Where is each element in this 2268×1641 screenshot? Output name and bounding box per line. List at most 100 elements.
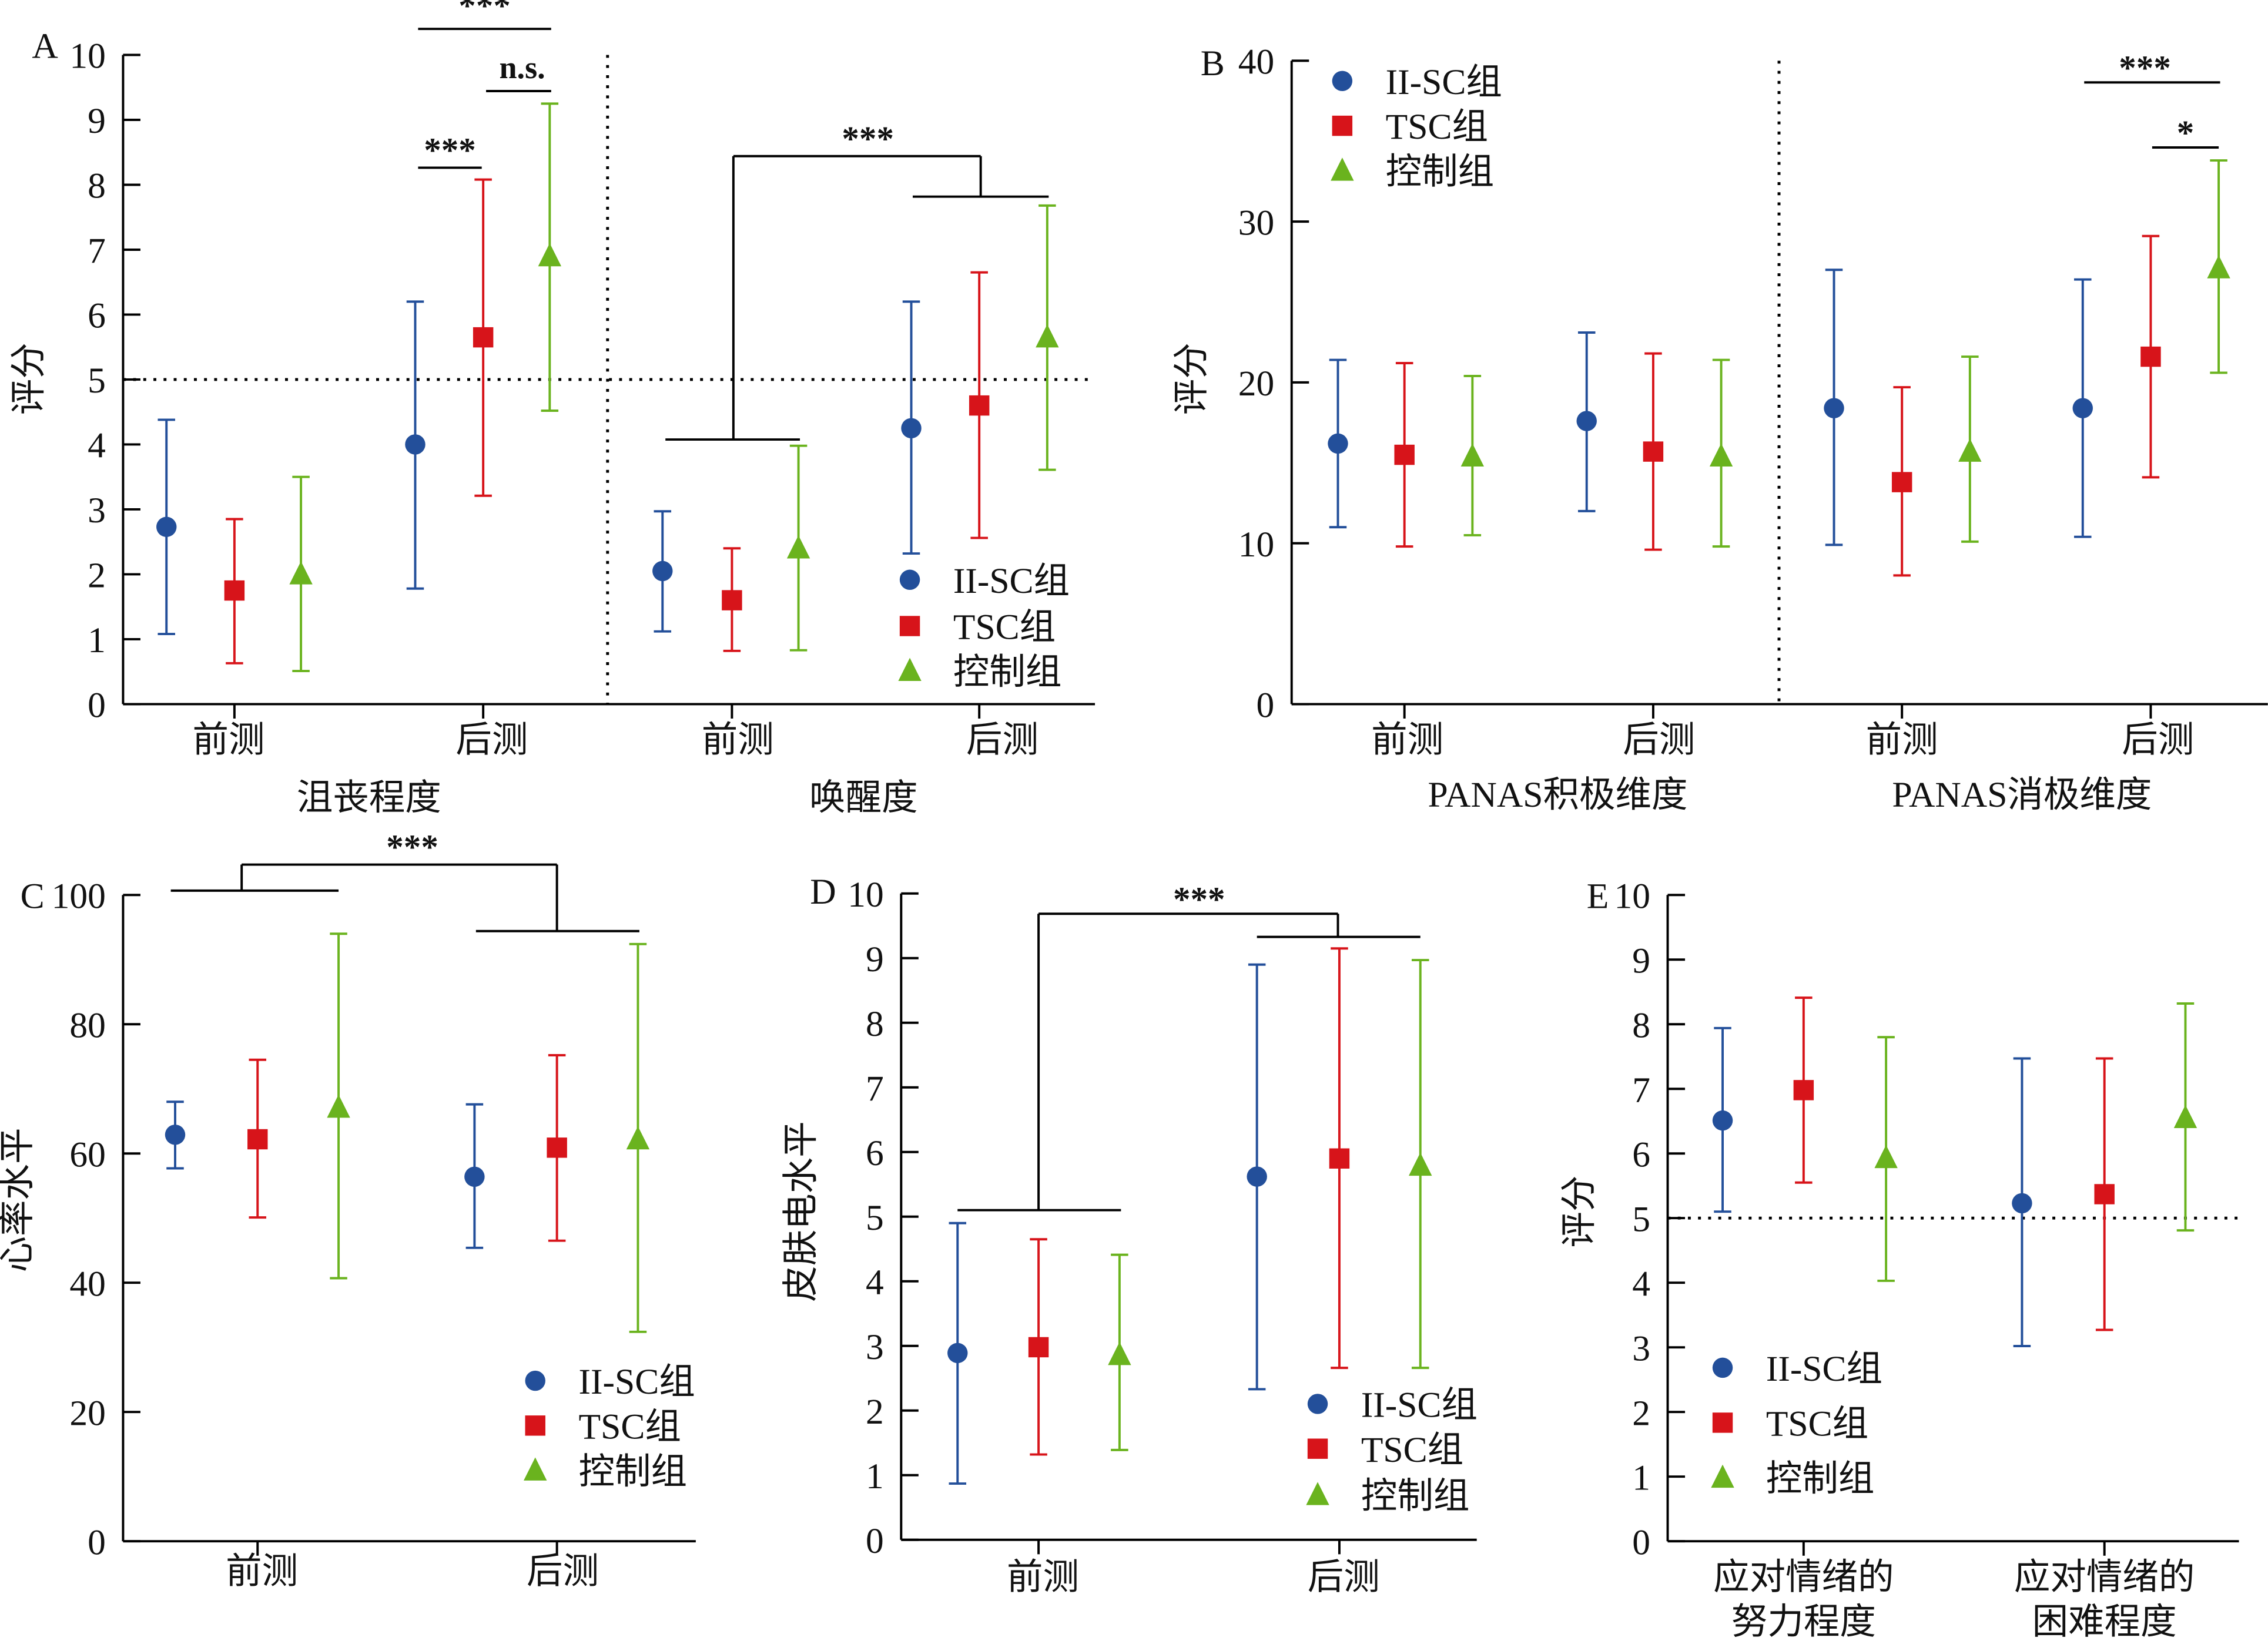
- y-tick-label: 7: [866, 1069, 884, 1109]
- legend-label: II-SC组: [1386, 62, 1502, 102]
- mean-circle-marker: [464, 1166, 485, 1187]
- legend-triangle-marker: [1306, 1482, 1329, 1505]
- error-bar-point: [405, 300, 426, 590]
- x-tick-label: 前测: [1866, 720, 1938, 760]
- legend-circle-marker: [899, 569, 920, 590]
- error-bar-point: [652, 510, 673, 633]
- group-label: PANAS消极维度: [1892, 775, 2152, 815]
- mean-square-marker: [1028, 1337, 1049, 1358]
- legend-label: 控制组: [953, 652, 1062, 692]
- significance-annotation: n.s.: [486, 50, 551, 92]
- significance-label: ***: [1173, 880, 1225, 918]
- mean-square-marker: [547, 1137, 567, 1158]
- legend-circle-marker: [1307, 1394, 1328, 1414]
- series-1: [224, 178, 990, 665]
- mean-triangle-marker: [1409, 1152, 1432, 1176]
- group-label: 唤醒度: [809, 778, 918, 818]
- series-1: [1028, 947, 1350, 1456]
- y-tick-label: 4: [88, 426, 106, 466]
- y-axis-label: 评分: [1559, 1176, 1599, 1248]
- mean-circle-marker: [901, 418, 922, 439]
- error-bar-point: [947, 1221, 968, 1485]
- y-tick-label: 0: [88, 686, 106, 726]
- significance-label: n.s.: [499, 50, 545, 85]
- series-2: [289, 102, 1059, 673]
- group-label: 沮丧程度: [297, 778, 441, 818]
- error-bar-point: [473, 178, 494, 497]
- error-bar-point: [1028, 1238, 1049, 1456]
- mean-circle-marker: [165, 1125, 186, 1145]
- mean-circle-marker: [156, 516, 177, 537]
- error-bar-point: [2207, 159, 2230, 374]
- mean-triangle-marker: [1108, 1342, 1131, 1365]
- y-tick-label: 8: [1632, 1005, 1650, 1045]
- mean-square-marker: [473, 327, 494, 348]
- y-axis-label: 皮肤电水平: [781, 1121, 821, 1302]
- error-bar-point: [1329, 947, 1350, 1370]
- significance-label: ***: [842, 119, 894, 158]
- legend-circle-marker: [1712, 1357, 1733, 1378]
- y-tick-label: 2: [1632, 1393, 1650, 1433]
- x-tick-label: 应对情绪的: [1713, 1557, 1894, 1597]
- mean-triangle-marker: [2207, 255, 2230, 278]
- significance-annotation: ***: [418, 131, 482, 170]
- legend-item: 控制组: [898, 652, 1061, 692]
- y-tick-label: 2: [88, 556, 106, 596]
- error-bar-point: [156, 418, 177, 636]
- y-tick-label: 4: [1632, 1264, 1650, 1304]
- x-tick-label: 前测: [1371, 720, 1443, 760]
- error-bar-point: [2140, 234, 2161, 479]
- legend-label: TSC组: [1766, 1404, 1868, 1444]
- mean-circle-marker: [1824, 398, 1844, 418]
- mean-triangle-marker: [1958, 438, 1982, 462]
- mean-square-marker: [969, 395, 990, 416]
- mean-triangle-marker: [1460, 443, 1485, 467]
- y-tick-label: 6: [88, 296, 106, 336]
- legend-item: II-SC组: [1307, 1385, 1478, 1425]
- x-tick-label: 前测: [226, 1552, 298, 1592]
- error-bar-point: [1576, 331, 1597, 512]
- x-tick-label: 前测: [193, 720, 265, 760]
- x-tick-label: 后测: [966, 720, 1038, 760]
- y-tick-label: 0: [1632, 1522, 1650, 1562]
- legend-item: TSC组: [1307, 1430, 1463, 1470]
- error-bar-point: [1709, 358, 1733, 548]
- error-bar-point: [786, 444, 810, 652]
- significance-annotation: ***: [665, 119, 1049, 441]
- y-tick-label: 7: [1632, 1070, 1650, 1110]
- x-tick-label: 后测: [455, 720, 528, 760]
- legend-item: 控制组: [1306, 1476, 1469, 1516]
- series-0: [165, 1100, 485, 1249]
- legend-item: II-SC组: [525, 1362, 695, 1402]
- legend-item: TSC组: [525, 1407, 681, 1447]
- y-tick-label: 1: [866, 1457, 884, 1496]
- error-bar-point: [722, 547, 742, 652]
- y-axis-label: 评分: [9, 343, 49, 415]
- mean-circle-marker: [405, 434, 426, 455]
- y-tick-label: 40: [1238, 42, 1275, 82]
- y-tick-label: 8: [88, 166, 106, 206]
- error-bar-point: [1394, 362, 1415, 548]
- significance-annotation: ***: [957, 880, 1421, 1212]
- error-bar-point: [547, 1054, 567, 1242]
- y-tick-label: 4: [866, 1263, 884, 1303]
- significance-label: ***: [458, 0, 511, 25]
- legend-label: 控制组: [1361, 1476, 1470, 1516]
- y-tick-label: 1: [1632, 1458, 1650, 1498]
- error-bar-point: [2072, 278, 2093, 538]
- legend-square-marker: [1332, 115, 1353, 136]
- error-bar-point: [289, 475, 313, 673]
- y-tick-label: 20: [1238, 364, 1275, 404]
- legend-item: 控制组: [1711, 1459, 1874, 1499]
- legend-item: TSC组: [1712, 1404, 1868, 1444]
- y-tick-label: 0: [88, 1522, 106, 1562]
- error-bar-point: [538, 102, 562, 412]
- error-bar-point: [1460, 374, 1485, 536]
- legend-label: 控制组: [579, 1452, 688, 1492]
- error-bar-point: [224, 518, 245, 665]
- y-tick-label: 10: [847, 875, 884, 915]
- series-1: [247, 1054, 567, 1242]
